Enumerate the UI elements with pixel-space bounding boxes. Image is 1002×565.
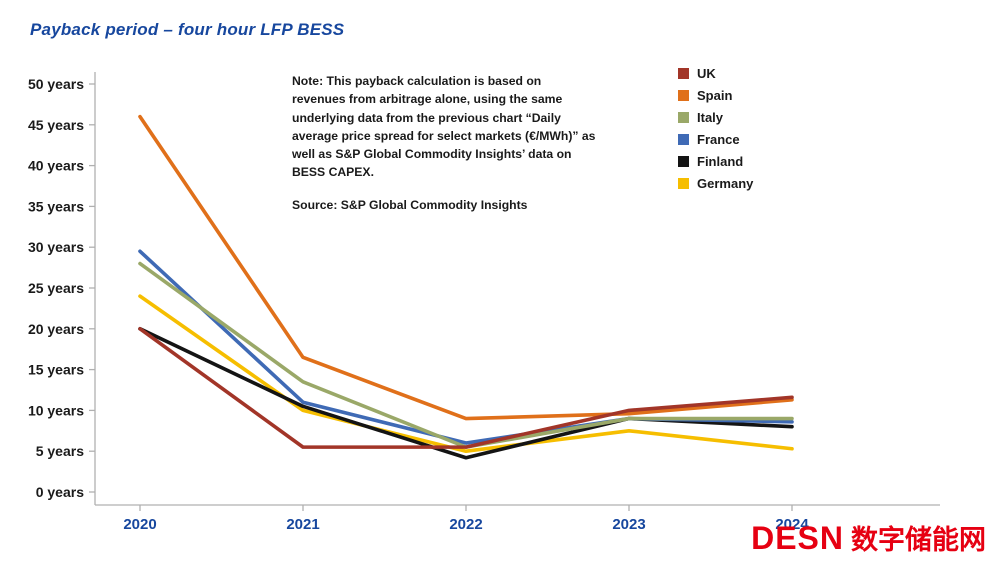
legend-label-italy: Italy xyxy=(697,110,724,125)
legend-label-germany: Germany xyxy=(697,176,754,191)
legend-item-spain: Spain xyxy=(678,88,753,103)
legend-label-finland: Finland xyxy=(697,154,744,169)
desn-watermark: DESN 数字储能网 xyxy=(751,518,986,557)
y-axis-label: 45 years xyxy=(28,117,84,133)
x-axis-label: 2020 xyxy=(123,516,156,533)
legend-item-italy: Italy xyxy=(678,110,753,125)
series-line-france xyxy=(138,249,794,445)
y-axis-label: 40 years xyxy=(28,158,84,174)
legend-swatch-spain xyxy=(678,90,689,101)
series-line-uk xyxy=(138,326,794,449)
y-axis-label: 5 years xyxy=(36,443,84,459)
y-axis-label: 10 years xyxy=(28,402,84,418)
y-axis-label: 25 years xyxy=(28,280,84,296)
x-axis-label: 2023 xyxy=(612,516,645,533)
x-axis-label: 2022 xyxy=(449,516,482,533)
note-source: Source: S&P Global Commodity Insights xyxy=(292,197,528,212)
legend-label-uk: UK xyxy=(697,66,716,81)
y-axis-label: 35 years xyxy=(28,198,84,214)
y-axis-label: 30 years xyxy=(28,239,84,255)
y-axis-label: 20 years xyxy=(28,321,84,337)
series-line-germany xyxy=(138,294,794,454)
x-axis-label: 2021 xyxy=(286,516,319,533)
desn-site-name: 数字储能网 xyxy=(851,525,986,555)
y-axis-label: 0 years xyxy=(36,484,84,500)
note-text: Note: This payback calculation is based … xyxy=(292,74,596,180)
y-axis-label: 15 years xyxy=(28,362,84,378)
legend-item-germany: Germany xyxy=(678,176,753,191)
chart-legend: UK Spain Italy France Finland Germany xyxy=(678,66,753,191)
legend-swatch-uk xyxy=(678,68,689,79)
legend-swatch-france xyxy=(678,134,689,145)
legend-item-finland: Finland xyxy=(678,154,753,169)
legend-label-france: France xyxy=(697,132,740,147)
legend-swatch-germany xyxy=(678,178,689,189)
legend-swatch-italy xyxy=(678,112,689,123)
legend-item-france: France xyxy=(678,132,753,147)
desn-logo: DESN xyxy=(751,520,844,556)
chart-note: Note: This payback calculation is based … xyxy=(292,72,597,214)
payback-line-chart: 0 years 5 years 10 years 15 years 20 years 25… xyxy=(28,72,940,533)
page-title: Payback period – four hour LFP BESS xyxy=(30,20,345,39)
series-line-spain xyxy=(138,114,794,421)
legend-swatch-finland xyxy=(678,156,689,167)
y-axis-label: 50 years xyxy=(28,76,84,92)
legend-item-uk: UK xyxy=(678,66,753,81)
x-axis-label: 2024 xyxy=(775,516,809,533)
legend-label-spain: Spain xyxy=(697,88,733,103)
